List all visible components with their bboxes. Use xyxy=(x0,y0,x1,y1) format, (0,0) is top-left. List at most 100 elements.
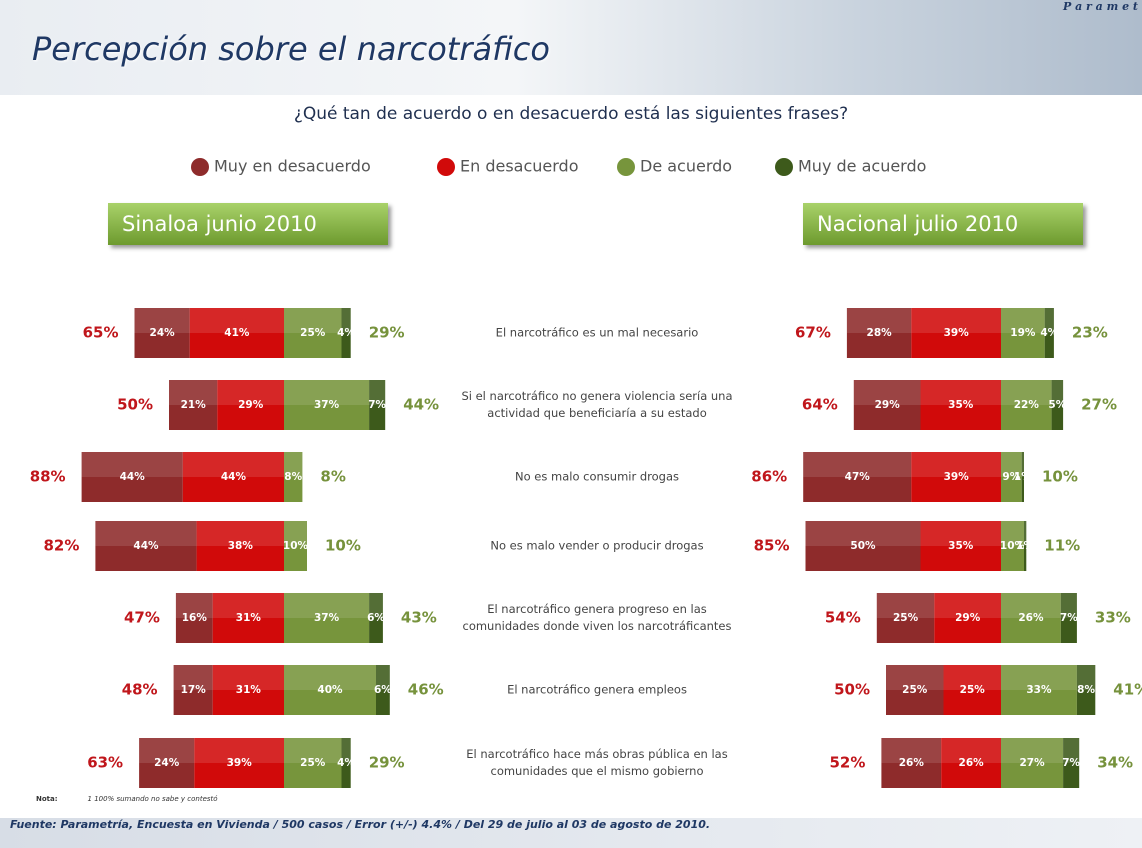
bar-segment xyxy=(284,308,342,358)
bar-shade xyxy=(284,665,376,690)
bar-segment xyxy=(803,452,912,502)
bar-segment xyxy=(81,452,183,502)
bar-shade xyxy=(1076,665,1096,690)
bar-shade xyxy=(1001,380,1052,405)
value-label: 9% xyxy=(1002,471,1020,483)
legend-label: Muy en desacuerdo xyxy=(214,157,371,176)
total-label: 43% xyxy=(401,609,437,627)
value-label: 39% xyxy=(227,757,253,769)
value-label: 4% xyxy=(337,327,355,339)
footer: Fuente: Parametría, Encuesta en Vivienda… xyxy=(0,818,1142,848)
bar-shade xyxy=(1001,738,1064,763)
value-label: 31% xyxy=(236,612,262,624)
bar-segment xyxy=(139,738,195,788)
bar-shade xyxy=(341,738,351,763)
value-label: 5% xyxy=(1048,399,1066,411)
bar-shade xyxy=(943,665,1001,690)
value-label: 24% xyxy=(154,757,180,769)
bar-segment xyxy=(943,665,1001,715)
value-label: 40% xyxy=(317,684,343,696)
bar-segment xyxy=(284,521,307,571)
bar-segment xyxy=(217,380,284,430)
total-label: 86% xyxy=(751,468,787,486)
value-label: 1% xyxy=(1016,540,1034,552)
bar-segment xyxy=(853,380,921,430)
total-label: 50% xyxy=(834,681,870,699)
bar-segment xyxy=(1063,738,1080,788)
total-label: 54% xyxy=(825,609,861,627)
value-label: 26% xyxy=(959,757,985,769)
total-label: 10% xyxy=(1042,468,1078,486)
value-label: 8% xyxy=(1077,684,1095,696)
value-label: 47% xyxy=(845,471,871,483)
value-label: 31% xyxy=(236,684,262,696)
value-label: 16% xyxy=(182,612,208,624)
note: Nota: 1 100% sumando no sabe y contestó xyxy=(36,795,218,803)
value-label: 38% xyxy=(228,540,254,552)
bar-shade xyxy=(941,738,1001,763)
bar-shade xyxy=(920,521,1001,546)
legend-marker xyxy=(617,158,635,176)
value-label: 35% xyxy=(948,540,974,552)
value-label: 4% xyxy=(337,757,355,769)
bar-segment xyxy=(169,380,218,430)
bar-segment xyxy=(341,738,351,788)
bar-shade xyxy=(175,593,213,618)
total-label: 23% xyxy=(1072,324,1108,342)
value-label: 6% xyxy=(367,612,385,624)
legend-label: Muy de acuerdo xyxy=(798,157,926,176)
value-label: 1% xyxy=(1014,471,1032,483)
total-label: 34% xyxy=(1097,754,1133,772)
bar-shade xyxy=(1024,521,1027,546)
bar-segment xyxy=(134,308,190,358)
bar-segment xyxy=(1001,452,1022,502)
bar-shade xyxy=(196,521,284,546)
value-label: 25% xyxy=(300,327,326,339)
bar-shade xyxy=(139,738,195,763)
note-text: 1 100% sumando no sabe y contestó xyxy=(87,795,218,803)
bar-shade xyxy=(169,380,218,405)
bar-segment xyxy=(886,665,944,715)
bar-segment xyxy=(805,521,921,571)
bar-shade xyxy=(886,665,944,690)
bar-segment xyxy=(911,452,1001,502)
value-label: 28% xyxy=(867,327,893,339)
total-label: 27% xyxy=(1081,396,1117,414)
bar-shade xyxy=(189,308,284,333)
value-label: 25% xyxy=(893,612,919,624)
bar-shade xyxy=(341,308,351,333)
bar-shade xyxy=(846,308,912,333)
bar-shade xyxy=(1051,380,1064,405)
logo: P a r a m e t xyxy=(1062,0,1138,13)
category-label: El narcotráfico genera empleos xyxy=(507,682,687,697)
bar-shade xyxy=(1001,452,1022,477)
bar-shade xyxy=(1044,308,1054,333)
bar-segment xyxy=(369,593,383,643)
value-label: 29% xyxy=(238,399,264,411)
value-label: 17% xyxy=(181,684,207,696)
bar-segment xyxy=(846,308,912,358)
bar-shade xyxy=(1021,452,1024,477)
value-label: 44% xyxy=(120,471,146,483)
bar-segment xyxy=(934,593,1001,643)
total-label: 50% xyxy=(117,396,153,414)
value-label: 44% xyxy=(221,471,247,483)
total-label: 10% xyxy=(325,537,361,555)
bar-segment xyxy=(212,665,284,715)
total-label: 85% xyxy=(754,537,790,555)
bar-shade xyxy=(134,308,190,333)
category-label: No es malo vender o producir drogas xyxy=(490,538,704,553)
value-label: 8% xyxy=(284,471,302,483)
bar-segment xyxy=(284,380,370,430)
value-label: 29% xyxy=(955,612,981,624)
bar-shade xyxy=(911,452,1001,477)
bar-segment xyxy=(1021,452,1024,502)
category-label: El narcotráfico genera progreso en las c… xyxy=(462,602,732,633)
bar-shade xyxy=(911,308,1001,333)
bar-segment xyxy=(1001,593,1061,643)
bar-shade xyxy=(369,380,386,405)
value-label: 37% xyxy=(314,399,340,411)
bar-shade xyxy=(881,738,942,763)
total-label: 44% xyxy=(403,396,439,414)
